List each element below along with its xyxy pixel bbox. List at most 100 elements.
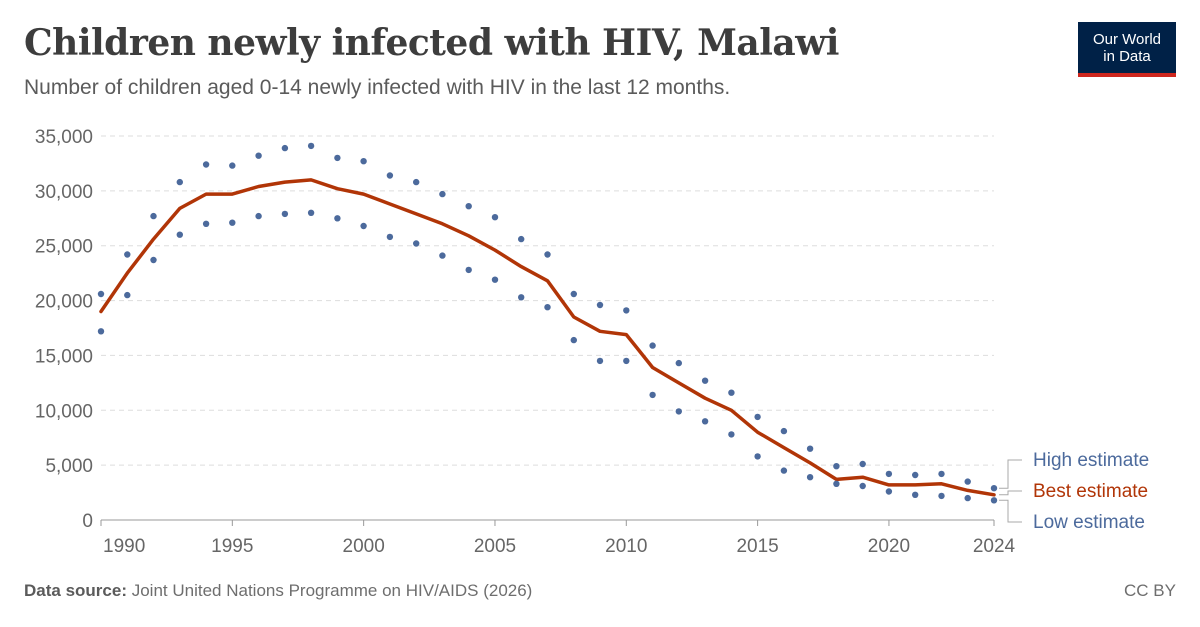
license-link[interactable]: CC BY xyxy=(1124,581,1176,600)
data-point-high-estimate xyxy=(360,158,367,165)
data-point-low-estimate xyxy=(413,240,420,247)
chart-title: Children newly infected with HIV, Malawi xyxy=(24,22,839,64)
data-point-low-estimate xyxy=(150,256,157,264)
data-point-high-estimate xyxy=(912,471,919,479)
data-point-low-estimate xyxy=(97,328,105,335)
data-point-low-estimate xyxy=(833,480,840,487)
data-point-high-estimate xyxy=(570,290,577,298)
data-point-high-estimate xyxy=(728,389,735,396)
x-tick-label: 2000 xyxy=(343,536,385,557)
series-line-best-estimate xyxy=(99,178,996,497)
data-point-low-estimate xyxy=(990,497,998,504)
data-point-low-estimate xyxy=(124,291,131,299)
data-point-low-estimate xyxy=(360,222,367,230)
y-tick-label: 5,000 xyxy=(45,456,93,477)
data-point-high-estimate xyxy=(518,235,525,243)
y-tick-label: 15,000 xyxy=(35,346,93,367)
chart-subtitle: Number of children aged 0-14 newly infec… xyxy=(24,76,731,99)
y-tick-label: 20,000 xyxy=(35,292,93,313)
data-point-low-estimate xyxy=(307,209,315,216)
legend-label: High estimate xyxy=(1033,450,1149,471)
legend-label: Best estimate xyxy=(1033,481,1148,502)
data-point-high-estimate xyxy=(465,203,472,210)
data-point-high-estimate xyxy=(885,470,893,478)
data-point-high-estimate xyxy=(334,154,341,162)
data-point-high-estimate xyxy=(990,485,998,492)
y-tick-label: 0 xyxy=(82,511,93,532)
data-point-low-estimate xyxy=(202,220,210,227)
data-point-high-estimate xyxy=(307,142,315,150)
data-point-low-estimate xyxy=(780,467,788,474)
owid-logo[interactable]: Our World in Data xyxy=(1078,22,1176,77)
data-point-low-estimate xyxy=(544,304,551,311)
data-point-high-estimate xyxy=(806,445,814,452)
data-point-low-estimate xyxy=(439,252,446,259)
data-point-high-estimate xyxy=(964,478,971,485)
x-tick-label: 1995 xyxy=(211,536,253,557)
data-point-low-estimate xyxy=(491,276,499,283)
data-point-high-estimate xyxy=(202,161,210,168)
y-tick-label: 35,000 xyxy=(35,127,93,148)
data-point-high-estimate xyxy=(938,470,945,478)
data-point-low-estimate xyxy=(675,408,682,415)
data-point-high-estimate xyxy=(413,178,420,186)
data-point-high-estimate xyxy=(833,463,840,470)
data-point-high-estimate xyxy=(754,413,761,421)
data-point-low-estimate xyxy=(281,210,289,218)
data-source-text: Joint United Nations Programme on HIV/AI… xyxy=(131,581,533,600)
data-point-low-estimate xyxy=(728,431,735,438)
data-point-low-estimate xyxy=(465,266,472,274)
data-point-high-estimate xyxy=(623,307,630,314)
end-label-connector xyxy=(999,499,1022,523)
logo-line-1: Our World xyxy=(1092,30,1162,48)
data-point-high-estimate xyxy=(780,427,788,435)
data-point-high-estimate xyxy=(649,342,656,349)
logo-line-2: in Data xyxy=(1103,47,1151,65)
data-point-low-estimate xyxy=(386,233,394,241)
y-tick-label: 25,000 xyxy=(35,237,93,258)
data-point-low-estimate xyxy=(255,212,262,220)
data-point-high-estimate xyxy=(229,162,236,169)
data-point-high-estimate xyxy=(386,172,394,179)
data-point-high-estimate xyxy=(97,290,105,298)
x-tick-label: 1990 xyxy=(103,536,145,557)
x-tick-label: 2005 xyxy=(474,536,516,557)
end-label-connector xyxy=(999,490,1022,496)
data-point-high-estimate xyxy=(176,178,183,186)
data-point-high-estimate xyxy=(859,460,866,468)
data-point-high-estimate xyxy=(255,152,262,159)
data-point-low-estimate xyxy=(859,482,866,490)
data-point-high-estimate xyxy=(124,251,131,258)
data-point-low-estimate xyxy=(938,492,945,500)
data-point-high-estimate xyxy=(544,251,551,258)
data-point-low-estimate xyxy=(806,474,814,481)
data-point-low-estimate xyxy=(885,488,893,495)
data-source: Data source: Joint United Nations Progra… xyxy=(24,581,532,601)
data-point-low-estimate xyxy=(518,294,525,301)
x-tick-label: 2024 xyxy=(973,536,1016,557)
x-tick-label: 2010 xyxy=(605,536,647,557)
data-source-label: Data source: xyxy=(24,581,127,600)
legend-label: Low estimate xyxy=(1033,512,1145,533)
data-point-low-estimate xyxy=(176,231,183,238)
data-point-high-estimate xyxy=(701,377,709,384)
data-point-high-estimate xyxy=(596,301,604,309)
data-point-low-estimate xyxy=(623,357,630,365)
data-point-low-estimate xyxy=(334,215,341,222)
data-point-high-estimate xyxy=(281,144,289,152)
y-tick-label: 30,000 xyxy=(35,182,93,203)
data-point-high-estimate xyxy=(439,190,446,198)
data-point-low-estimate xyxy=(596,357,604,365)
y-tick-label: 10,000 xyxy=(35,401,93,422)
data-point-low-estimate xyxy=(701,418,709,425)
data-point-low-estimate xyxy=(964,494,971,502)
x-tick-label: 2015 xyxy=(736,536,778,557)
data-point-low-estimate xyxy=(912,491,919,498)
data-point-high-estimate xyxy=(491,214,499,221)
data-point-high-estimate xyxy=(675,359,682,367)
data-point-low-estimate xyxy=(649,391,656,399)
end-label-connector xyxy=(999,459,1022,489)
x-tick-label: 2020 xyxy=(868,536,910,557)
data-point-high-estimate xyxy=(150,212,157,220)
